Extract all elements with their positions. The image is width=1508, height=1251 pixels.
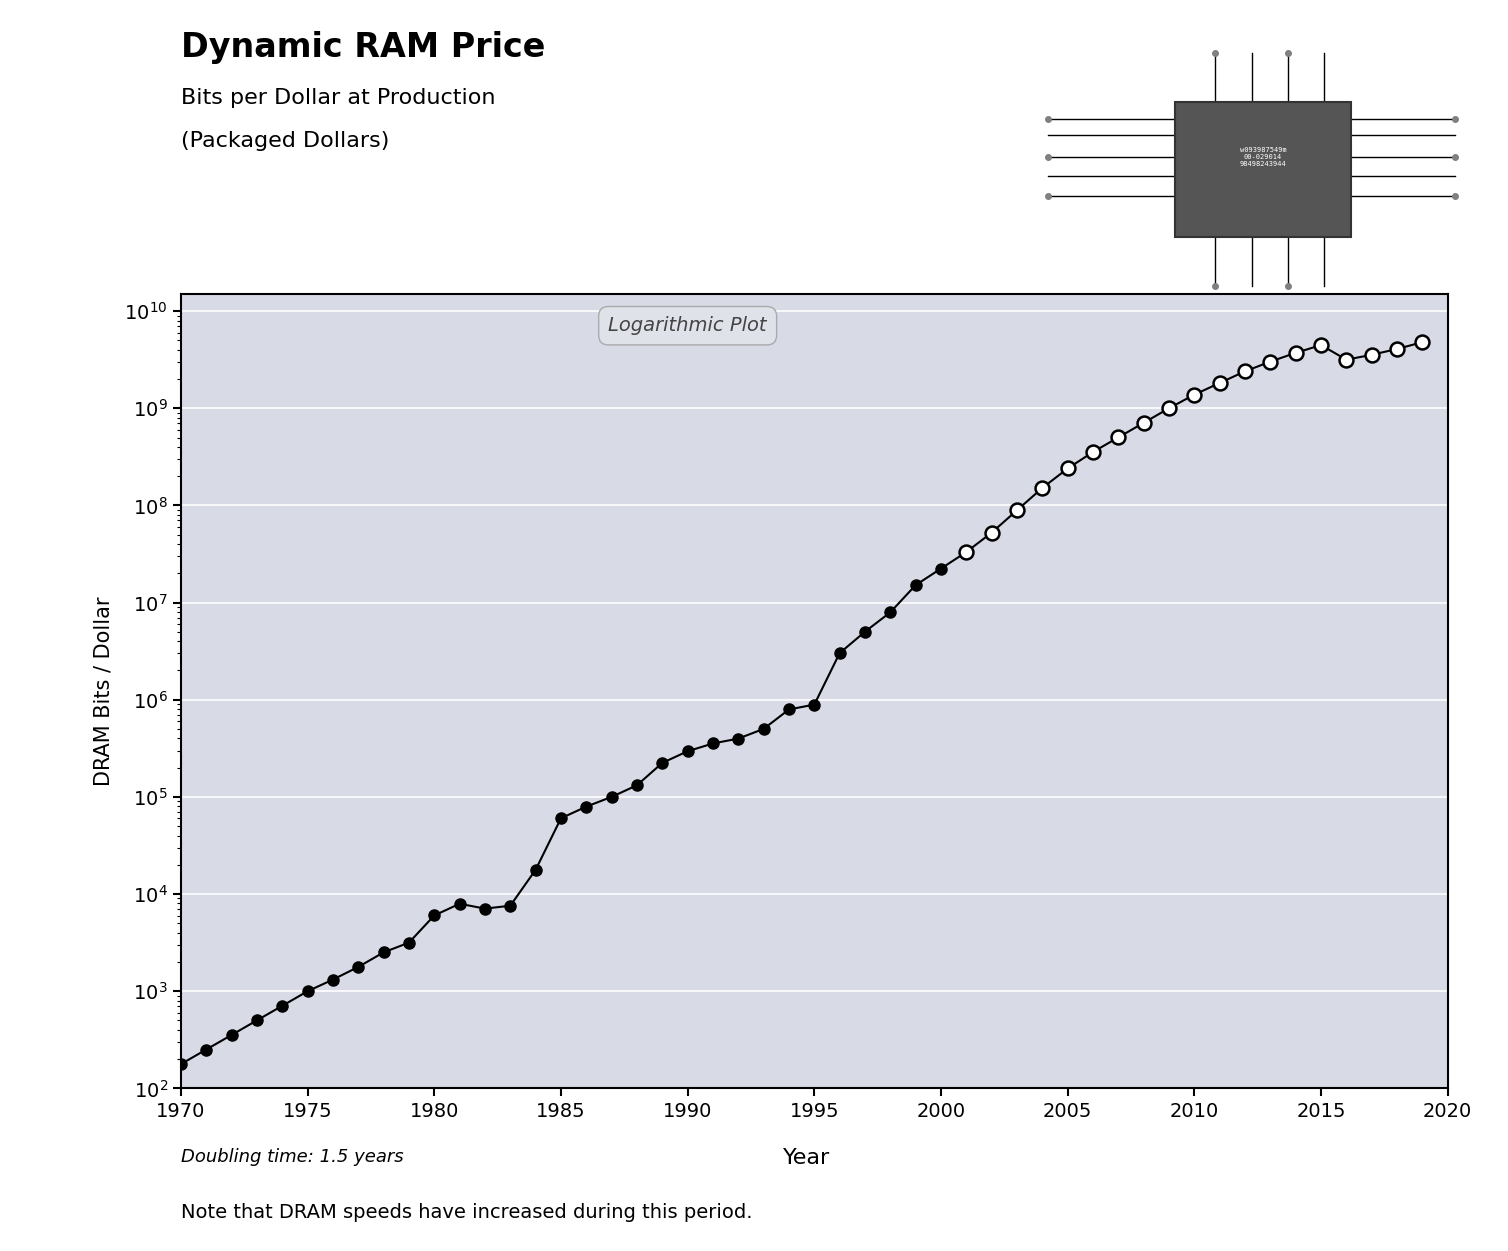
Text: w093987549m
00-029014
98498243944: w093987549m 00-029014 98498243944: [1240, 148, 1286, 168]
Text: Bits per Dollar at Production: Bits per Dollar at Production: [181, 88, 496, 108]
Text: Doubling time: 1.5 years: Doubling time: 1.5 years: [181, 1148, 404, 1166]
Text: Dynamic RAM Price: Dynamic RAM Price: [181, 31, 546, 64]
Text: Year: Year: [783, 1148, 831, 1168]
Text: Logarithmic Plot: Logarithmic Plot: [608, 317, 768, 335]
FancyBboxPatch shape: [1175, 103, 1351, 236]
Text: (Packaged Dollars): (Packaged Dollars): [181, 131, 389, 151]
Y-axis label: DRAM Bits / Dollar: DRAM Bits / Dollar: [93, 597, 113, 786]
Text: Note that DRAM speeds have increased during this period.: Note that DRAM speeds have increased dur…: [181, 1203, 752, 1222]
